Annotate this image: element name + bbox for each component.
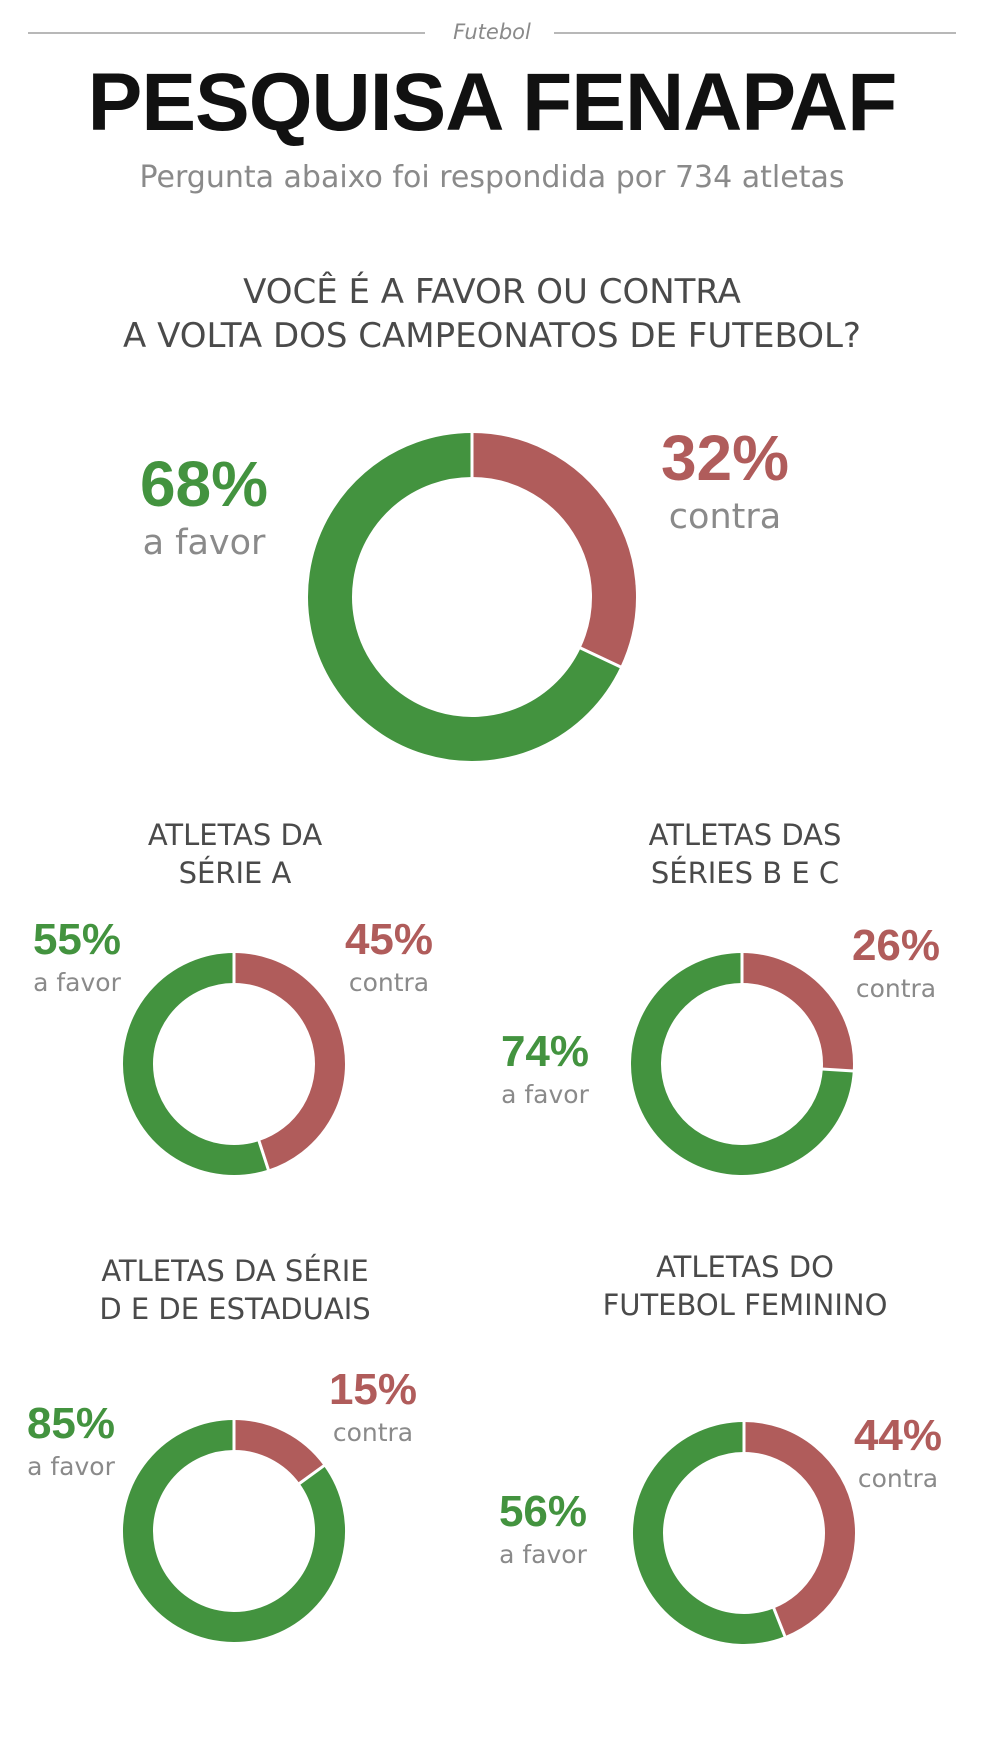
serie-a-contra-percent: 45% bbox=[344, 915, 434, 964]
chart-title-serie-d-line-1: ATLETAS DA SÉRIE bbox=[101, 1254, 369, 1288]
series-b-c-donut-chart bbox=[631, 952, 854, 1175]
serie-a-favor-percent: 55% bbox=[32, 915, 122, 964]
favor-slice bbox=[123, 1420, 345, 1642]
serie-d-favor-percent: 85% bbox=[26, 1399, 116, 1448]
chart-title-futebol-feminino: ATLETAS DO FUTEBOL FEMININO bbox=[572, 1248, 918, 1324]
futebol-feminino-favor-label: a favor bbox=[499, 1540, 587, 1569]
slice-separator bbox=[821, 1067, 854, 1073]
survey-question: VOCÊ É A FAVOR OU CONTRA A VOLTA DOS CAM… bbox=[0, 270, 984, 358]
series-b-c-contra-label: contra bbox=[855, 974, 937, 1003]
serie-d-contra-percent: 15% bbox=[328, 1365, 418, 1414]
futebol-feminino-contra-label: contra bbox=[857, 1464, 939, 1493]
page-subtitle: Pergunta abaixo foi respondida por 734 a… bbox=[139, 160, 845, 195]
serie-a-favor-label: a favor bbox=[33, 968, 121, 997]
chart-title-futebol-feminino-line-1: ATLETAS DO bbox=[656, 1250, 834, 1284]
slice-separator bbox=[257, 1139, 271, 1171]
futebol-feminino-donut-chart bbox=[633, 1421, 855, 1644]
chart-title-series-b-c-line-1: ATLETAS DAS bbox=[648, 818, 842, 852]
chart-title-futebol-feminino-line-2: FUTEBOL FEMININO bbox=[602, 1288, 888, 1322]
series-b-c-contra-percent: 26% bbox=[851, 921, 941, 970]
main-contra-percent: 32% bbox=[660, 422, 790, 494]
futebol-feminino-contra-percent: 44% bbox=[853, 1411, 943, 1460]
slice-separator bbox=[579, 646, 622, 669]
contra-slice bbox=[743, 1422, 855, 1637]
contra-slice bbox=[741, 953, 853, 1071]
chart-title-serie-d-line-2: D E DE ESTADUAIS bbox=[99, 1292, 371, 1326]
favor-slice bbox=[633, 1422, 785, 1644]
futebol-feminino-favor-percent: 56% bbox=[498, 1487, 588, 1536]
contra-slice bbox=[233, 953, 345, 1170]
question-line-1: VOCÊ É A FAVOR OU CONTRA bbox=[243, 272, 741, 312]
main-donut-chart bbox=[308, 432, 636, 761]
chart-title-serie-a: ATLETAS DA SÉRIE A bbox=[80, 816, 390, 892]
header-rule-left bbox=[28, 32, 425, 34]
favor-slice bbox=[631, 953, 853, 1175]
serie-d-contra-label: contra bbox=[332, 1418, 414, 1447]
favor-slice bbox=[308, 433, 621, 761]
chart-title-series-b-c-line-2: SÉRIES B E C bbox=[650, 856, 840, 890]
serie-d-favor-label: a favor bbox=[27, 1452, 115, 1481]
contra-slice bbox=[471, 433, 636, 667]
serie-a-donut-chart bbox=[123, 952, 345, 1175]
serie-a-contra-label: contra bbox=[348, 968, 430, 997]
slice-separator bbox=[772, 1606, 787, 1638]
favor-slice bbox=[123, 953, 269, 1175]
page-title: PESQUISA FENAPAF bbox=[87, 57, 898, 148]
main-contra-label: contra bbox=[668, 497, 782, 537]
contra-slice bbox=[233, 1420, 324, 1484]
slice-separator bbox=[297, 1463, 326, 1486]
series-b-c-favor-percent: 74% bbox=[500, 1027, 590, 1076]
serie-d-donut-chart bbox=[123, 1419, 345, 1642]
chart-title-serie-d: ATLETAS DA SÉRIE D E DE ESTADUAIS bbox=[60, 1252, 410, 1328]
main-favor-percent: 68% bbox=[139, 448, 269, 520]
question-line-2: A VOLTA DOS CAMPEONATOS DE FUTEBOL? bbox=[123, 316, 861, 356]
chart-title-serie-a-line-1: ATLETAS DA bbox=[147, 818, 323, 852]
chart-title-series-b-c: ATLETAS DAS SÉRIES B E C bbox=[590, 816, 900, 892]
series-b-c-favor-label: a favor bbox=[501, 1080, 589, 1109]
header-rule-right bbox=[554, 32, 956, 34]
main-favor-label: a favor bbox=[142, 523, 266, 563]
chart-title-serie-a-line-2: SÉRIE A bbox=[178, 856, 292, 890]
section-tag: Futebol bbox=[453, 20, 531, 44]
